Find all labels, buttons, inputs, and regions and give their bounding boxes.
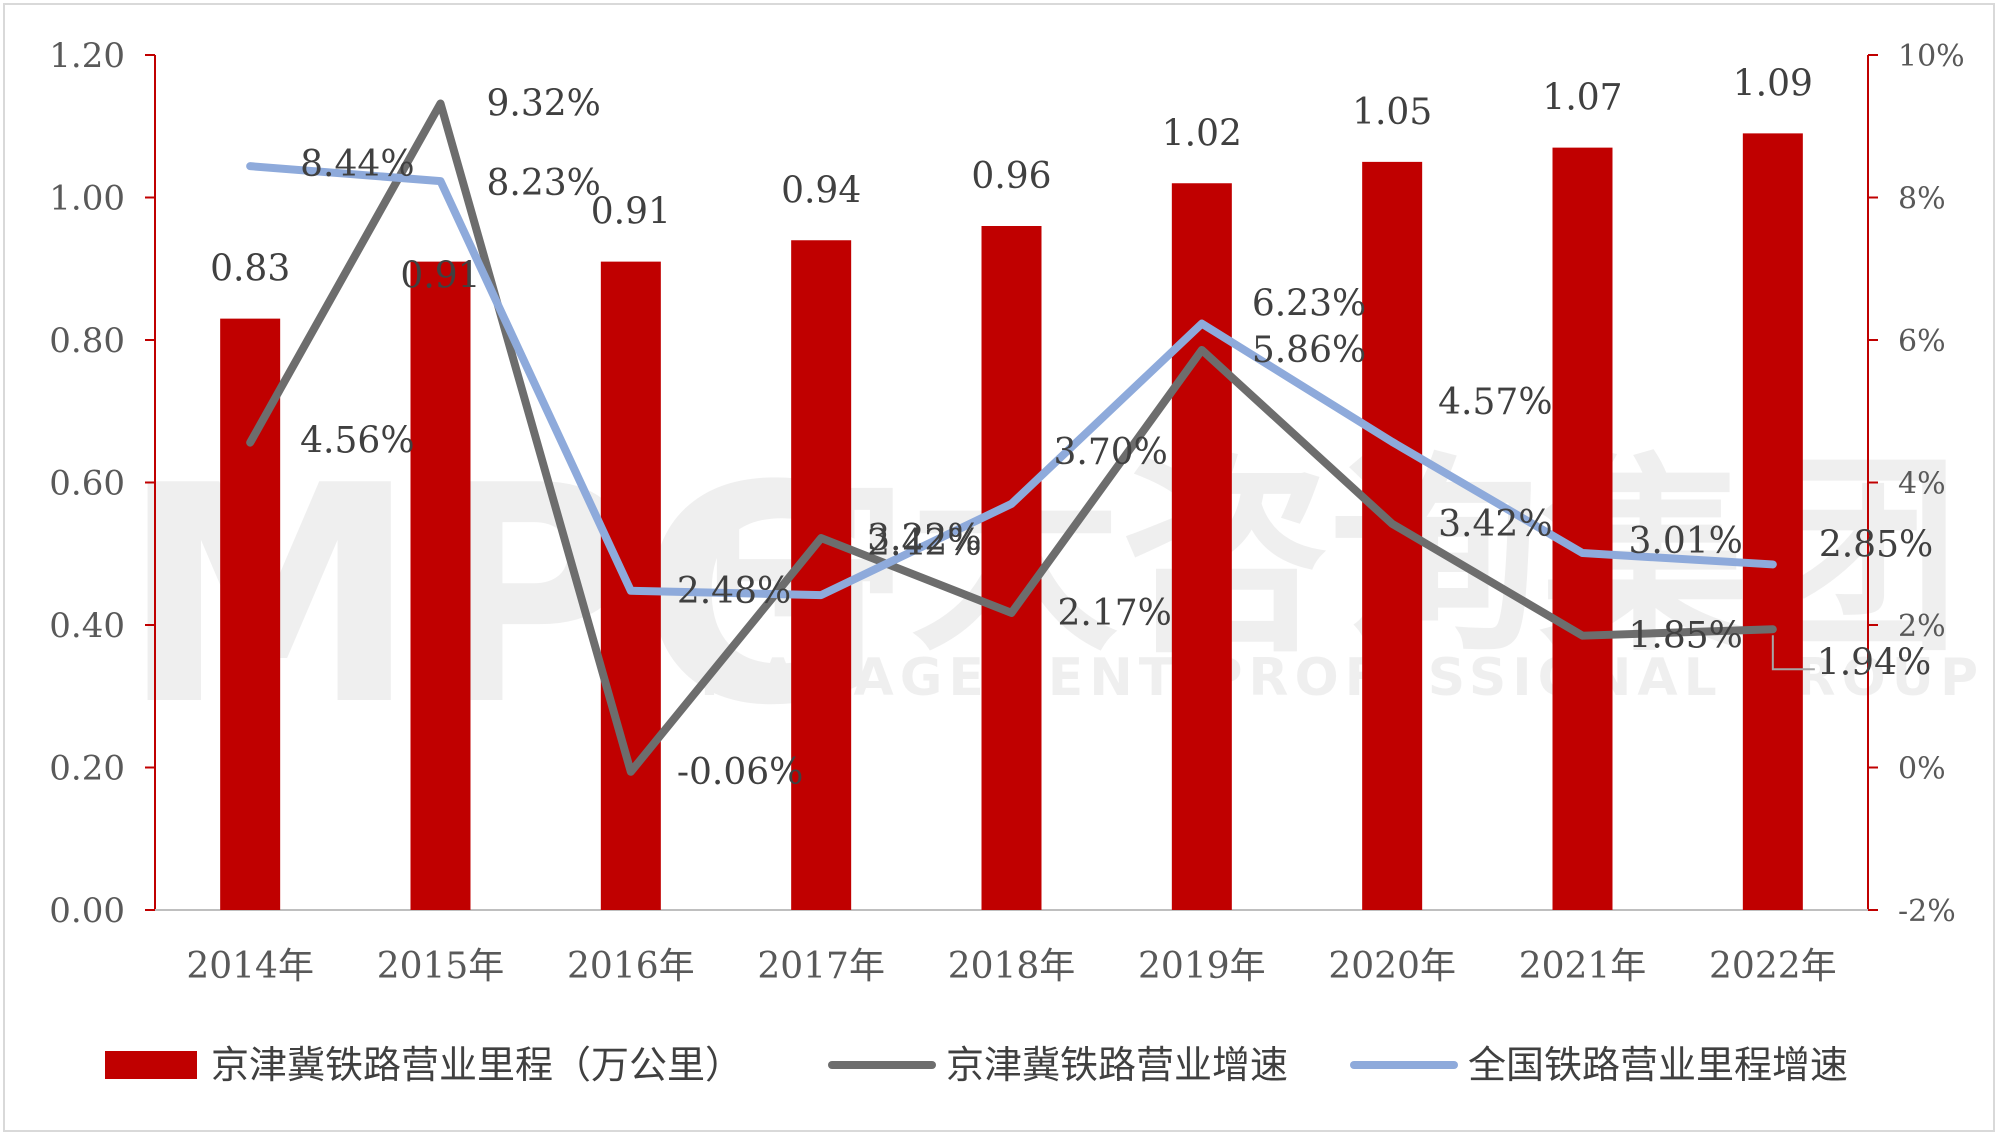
bar-value-label: 0.94 (781, 170, 861, 211)
bar (410, 261, 471, 910)
national-growth-label: 8.44% (300, 144, 414, 185)
bar-value-label: 1.09 (1733, 63, 1813, 104)
x-tick-label: 2019年 (1138, 946, 1266, 987)
bar-value-label: 1.07 (1542, 78, 1622, 119)
x-tick-label: 2014年 (186, 946, 314, 987)
bar (1171, 183, 1232, 910)
bar-value-label: 0.91 (400, 256, 480, 297)
x-tick-label: 2018年 (948, 946, 1076, 987)
jjj-growth-label: -0.06% (677, 752, 804, 793)
jjj-growth-label: 1.94% (1817, 642, 1931, 683)
left-tick-label: 0.20 (49, 749, 125, 789)
bar (220, 318, 281, 910)
legend: 京津冀铁路营业里程（万公里） 京津冀铁路营业增速 全国铁路营业里程增速 (105, 1043, 1848, 1087)
legend-swatch (105, 1051, 197, 1079)
national-growth-label: 8.23% (487, 163, 601, 204)
jjj-growth-label: 5.86% (1252, 330, 1366, 371)
bar-series (220, 133, 1803, 910)
right-tick-label: 6% (1898, 324, 1946, 359)
bar-value-label: 0.91 (591, 192, 671, 233)
watermark: MPG 中大咨询集团 MANAGEMENT PROFESSIONAL GROUP (120, 422, 1978, 771)
bar (1742, 133, 1803, 910)
axes: 0.00 0.20 0.40 0.60 0.80 1.00 1.20 -2% 0% 2% 4% 6% 8… (49, 36, 1964, 987)
bar-value-label: 0.83 (210, 249, 290, 290)
national-growth-label: 2.85% (1819, 524, 1933, 565)
jjj-growth-label: 2.17% (1058, 593, 1172, 634)
bar-value-label: 0.96 (971, 156, 1051, 197)
right-tick-label: 8% (1898, 182, 1946, 217)
left-tick-label: 1.20 (49, 36, 125, 76)
jjj-growth-label: 4.56% (300, 421, 414, 462)
label-leader-line (1771, 635, 1815, 671)
right-tick-label: 4% (1898, 467, 1946, 502)
left-tick-label: 1.00 (49, 179, 125, 219)
x-tick-label: 2022年 (1709, 946, 1837, 987)
right-tick-label: -2% (1898, 894, 1956, 929)
x-tick-label: 2015年 (377, 946, 505, 987)
left-tick-label: 0.80 (49, 321, 125, 361)
jjj-growth-label: 9.32% (487, 83, 601, 124)
national-growth-line (246, 162, 1777, 600)
right-tick-label: 2% (1898, 609, 1946, 644)
national-growth-label: 3.70% (1054, 432, 1168, 473)
legend-label: 京津冀铁路营业增速 (946, 1043, 1288, 1087)
bar-value-label: 1.05 (1352, 92, 1432, 133)
right-tick-label: 10% (1898, 39, 1965, 74)
x-tick-label: 2020年 (1328, 946, 1456, 987)
bar (791, 240, 852, 910)
legend-label: 京津冀铁路营业里程（万公里） (211, 1043, 743, 1087)
legend-label: 全国铁路营业里程增速 (1468, 1043, 1848, 1087)
national-growth-label: 6.23% (1252, 284, 1366, 325)
jjj-growth-label: 1.85% (1629, 616, 1743, 657)
jjj-growth-label: 3.22% (867, 518, 981, 559)
line-series (246, 99, 1777, 776)
left-tick-label: 0.40 (49, 606, 125, 646)
jjj-growth-label: 3.42% (1438, 504, 1552, 545)
x-tick-label: 2016年 (567, 946, 695, 987)
national-growth-label: 2.48% (677, 571, 791, 612)
national-growth-label: 2.42% (867, 523, 981, 564)
national-growth-label: 3.01% (1629, 521, 1743, 562)
x-tick-label: 2017年 (757, 946, 885, 987)
bar (1552, 147, 1613, 910)
data-labels: 0.83 0.91 0.91 0.94 0.96 1.02 1.05 1.07 1.09 4.56… (210, 63, 1933, 792)
national-growth-label: 4.57% (1438, 382, 1552, 423)
bar-value-label: 1.02 (1162, 113, 1242, 154)
right-tick-label: 0% (1898, 752, 1946, 787)
x-tick-label: 2021年 (1519, 946, 1647, 987)
bar (981, 226, 1042, 910)
left-tick-label: 0.60 (49, 464, 125, 504)
left-tick-label: 0.00 (49, 891, 125, 931)
